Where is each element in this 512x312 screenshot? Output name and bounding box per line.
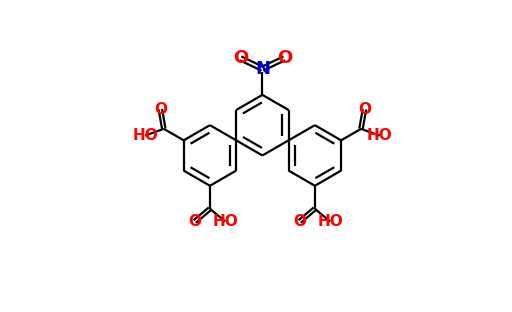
Text: O: O [154, 102, 167, 117]
Text: O: O [293, 214, 306, 229]
Text: O: O [276, 49, 292, 67]
Text: O: O [188, 214, 201, 229]
Text: O: O [233, 49, 248, 67]
Text: HO: HO [212, 214, 238, 229]
Text: HO: HO [367, 128, 393, 143]
Text: O: O [358, 102, 371, 117]
Text: HO: HO [317, 214, 343, 229]
Text: N: N [255, 60, 270, 78]
Text: HO: HO [132, 128, 158, 143]
